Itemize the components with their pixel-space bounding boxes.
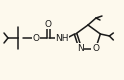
Text: O: O xyxy=(32,34,40,42)
Text: O: O xyxy=(45,20,51,28)
Text: NH: NH xyxy=(55,34,69,42)
Text: N: N xyxy=(77,44,84,53)
Text: O: O xyxy=(92,44,99,53)
